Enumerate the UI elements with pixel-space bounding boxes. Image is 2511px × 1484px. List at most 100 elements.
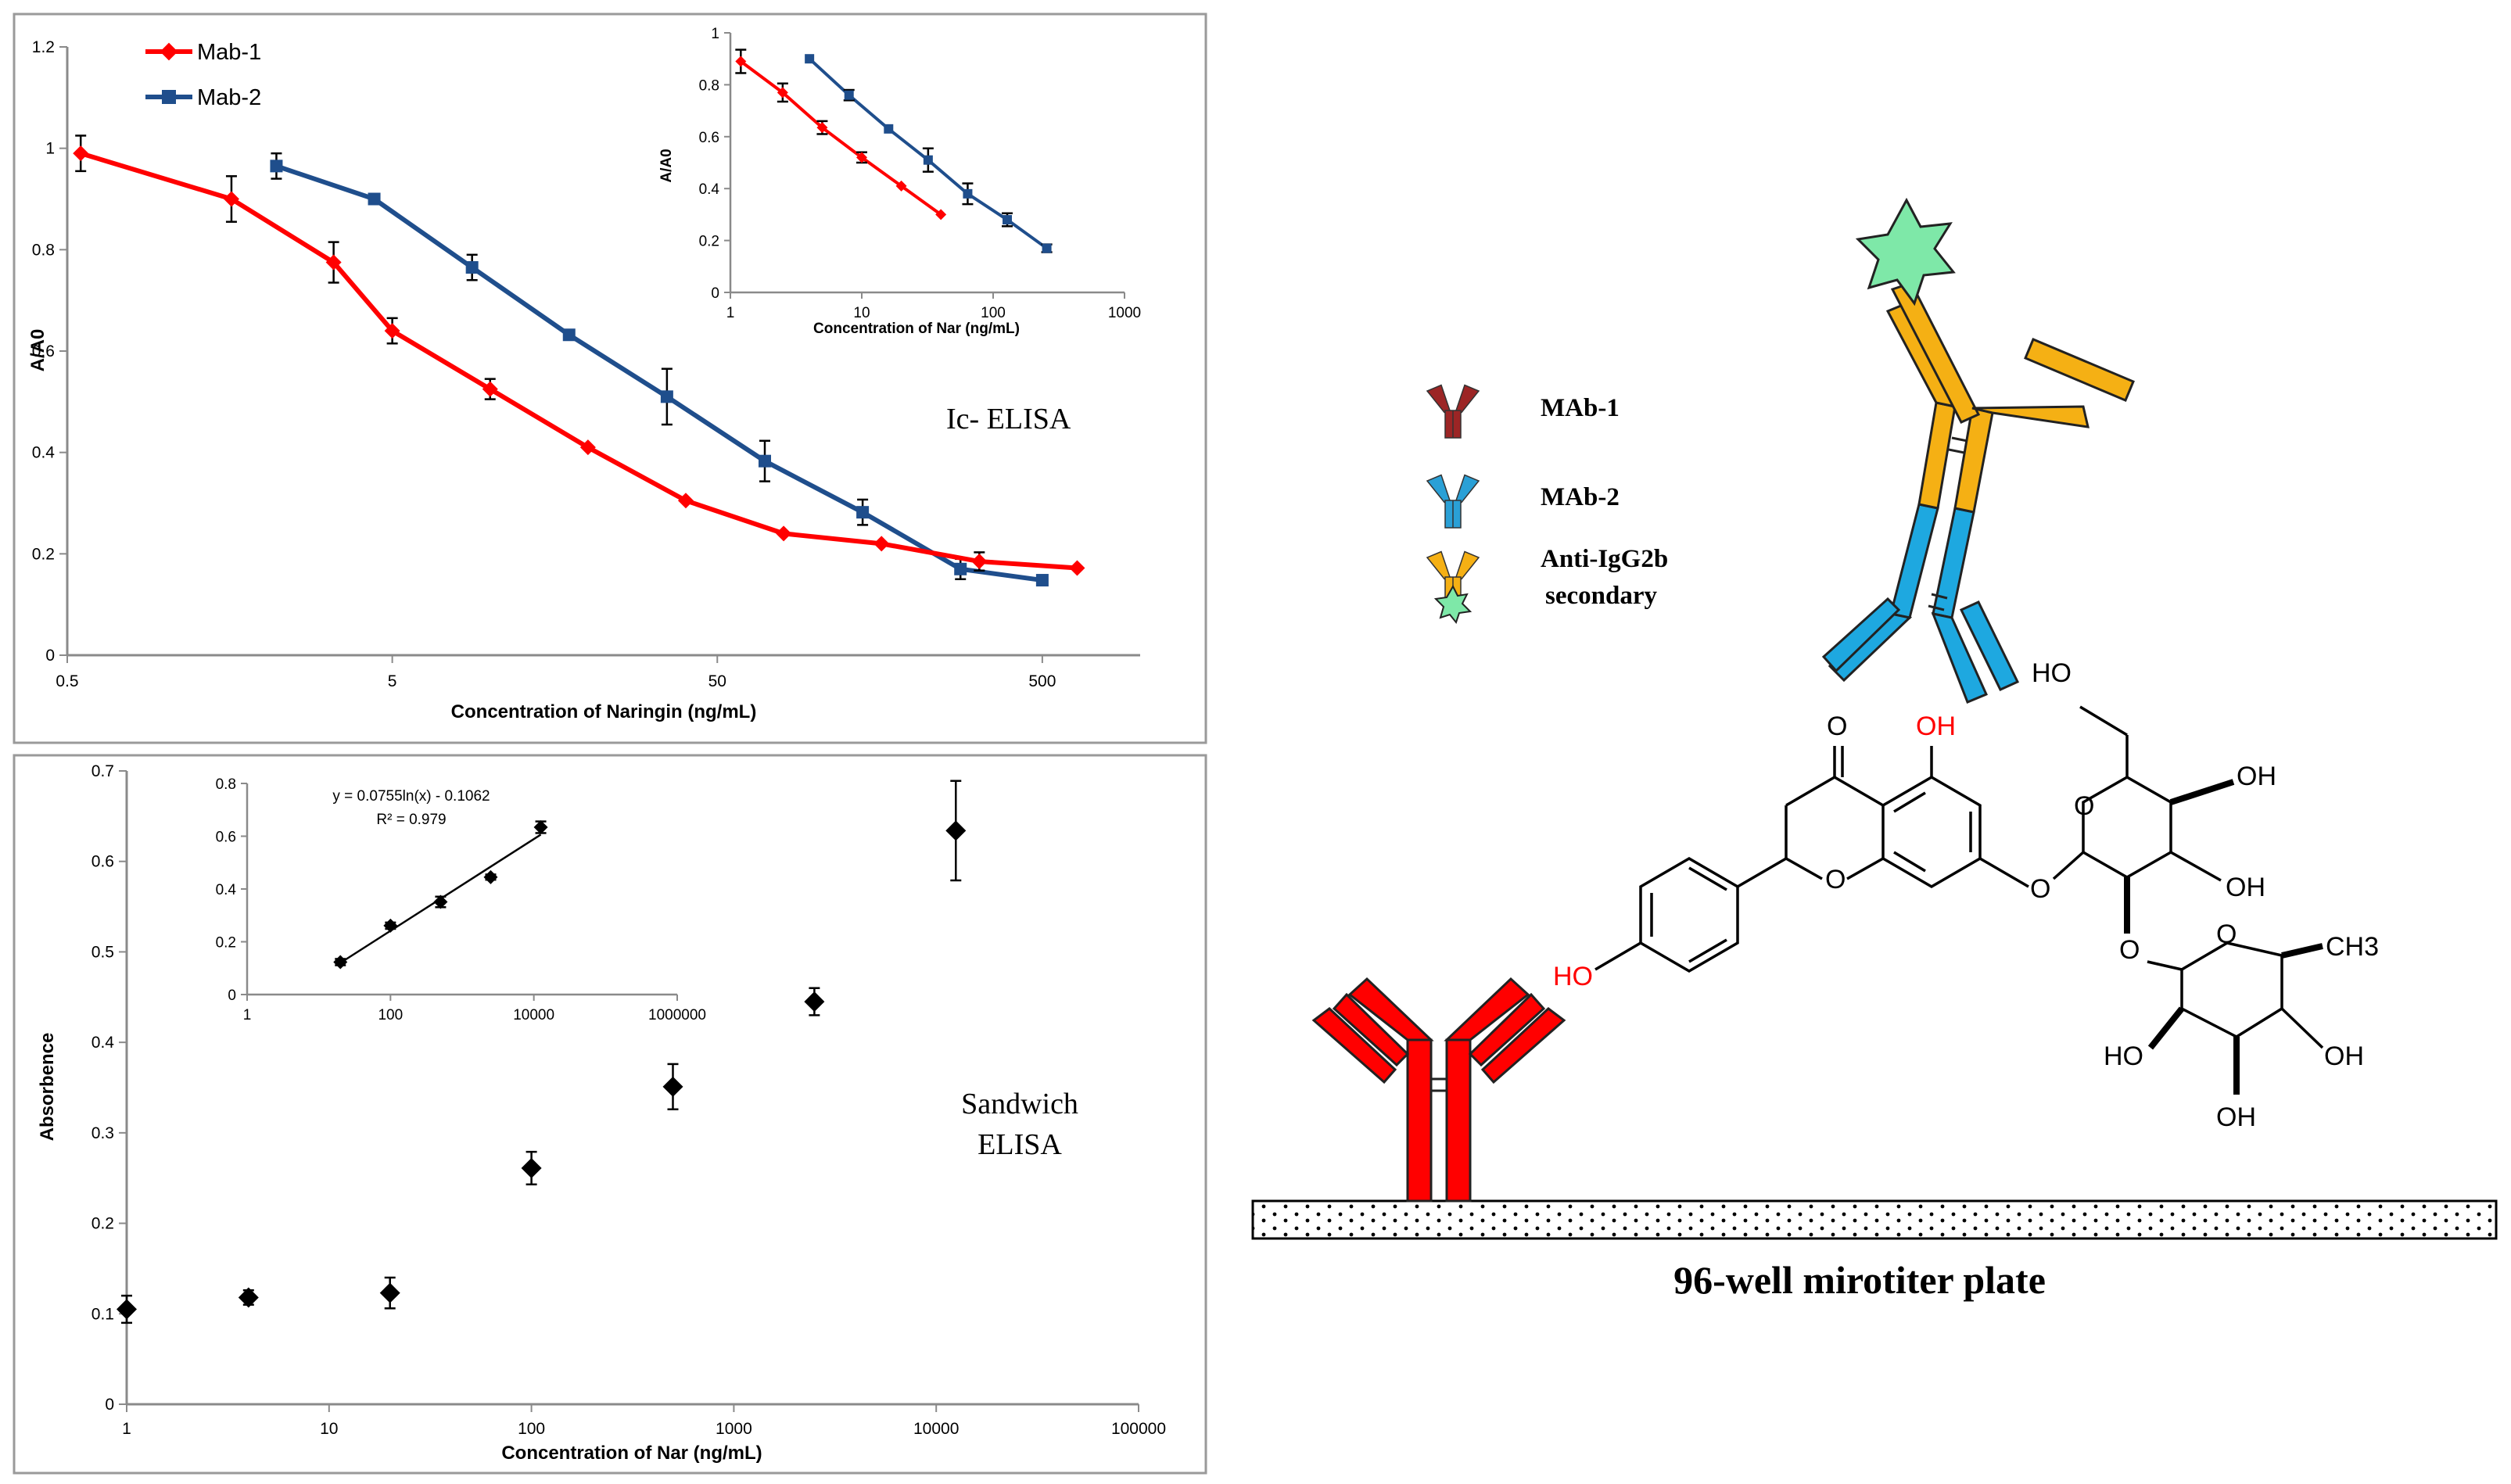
y-tick-label: 0.8 xyxy=(216,776,236,793)
series-line-mab-1 xyxy=(740,59,942,217)
chem-oh-3: OH xyxy=(2324,1041,2364,1071)
data-point xyxy=(777,87,788,99)
panel-b-y-axis-title: Absorbence xyxy=(37,1033,58,1142)
plate-title: 96-well mirotiter plate xyxy=(1673,1258,2046,1302)
detection-star-icon xyxy=(1855,197,1956,306)
y-tick-label: 0 xyxy=(711,285,719,302)
data-point xyxy=(368,192,381,206)
y-tick-label: 0.8 xyxy=(699,77,719,94)
panel-b: 00.10.20.30.40.50.60.7 1 10 100 1000 10000 10… xyxy=(13,754,1207,1475)
chem-ho-top: HO xyxy=(2032,658,2072,688)
legend-mab2-marker xyxy=(162,90,176,104)
inset-b-plot-area xyxy=(333,820,548,970)
data-point xyxy=(677,493,694,509)
panel-a-plot-area xyxy=(73,134,1085,587)
y-tick-label: 0.6 xyxy=(216,830,236,846)
chem-oh-2: OH xyxy=(2226,873,2265,902)
naringin-structure xyxy=(1594,705,2324,1095)
chem-ho-red: HO xyxy=(1553,962,1593,991)
legend-mab1-text: MAb-1 xyxy=(1541,394,1620,422)
chem-oh-4: OH xyxy=(2216,1102,2256,1132)
chem-o-link2: O xyxy=(2119,935,2140,965)
y-tick-label: 1.2 xyxy=(32,38,55,56)
data-point xyxy=(379,1282,400,1303)
data-point xyxy=(562,328,576,342)
panel-b-y-ticks: 0 0.1 0.2 0.3 0.4 0.5 0.6 0.7 xyxy=(91,762,127,1414)
panel-a: 0 0.2 0.4 0.6 0.8 1 1.2 0.5 5 50 500 Concentratio… xyxy=(13,13,1207,744)
chem-ch3: CH3 xyxy=(2326,932,2379,962)
y-tick-label: 0.4 xyxy=(699,181,720,198)
data-point xyxy=(884,124,894,134)
x-tick-label: 100 xyxy=(981,305,1006,321)
data-point xyxy=(482,381,498,397)
schematic: MAb-1 MAb-2 Anti-IgG2b secondary 96-well… xyxy=(1251,197,2498,1302)
y-tick-label: 0.6 xyxy=(699,130,719,146)
detection-antibody-mab2 xyxy=(1821,503,2020,704)
y-tick-label: 0 xyxy=(105,1396,114,1414)
x-tick-label: 10 xyxy=(320,1420,338,1438)
chem-oh-1: OH xyxy=(2237,762,2276,791)
panel-b-frame xyxy=(13,754,1207,1475)
panel-a-y-ticks: 0 0.2 0.4 0.6 0.8 1 1.2 xyxy=(32,38,67,665)
data-point xyxy=(238,1287,259,1308)
secondary-antibody-anti-igg2b xyxy=(1885,281,2135,514)
y-tick-label: 0.1 xyxy=(91,1305,114,1323)
data-point xyxy=(1003,215,1013,225)
y-tick-label: 0.2 xyxy=(32,545,55,563)
x-tick-label: 500 xyxy=(1028,672,1056,690)
panel-a-legend: Mab-1 Mab-2 xyxy=(145,40,261,110)
x-tick-label: 1000000 xyxy=(648,1007,706,1023)
inset-a-plot-area xyxy=(735,48,1053,253)
x-tick-label: 1000 xyxy=(1108,305,1141,321)
panel-a-x-axis-title: Concentration of Naringin (ng/mL) xyxy=(451,701,757,722)
panel-a-x-ticks: 0.5 5 50 500 xyxy=(56,655,1056,690)
y-tick-label: 0.2 xyxy=(216,935,236,952)
x-tick-label: 50 xyxy=(708,672,726,690)
y-tick-label: 0.2 xyxy=(699,234,719,250)
data-point xyxy=(433,894,448,909)
x-tick-label: 100000 xyxy=(1111,1420,1166,1438)
y-tick-label: 0.5 xyxy=(91,943,114,961)
data-point xyxy=(660,390,673,403)
data-point xyxy=(954,562,967,575)
legend-mab1-icon xyxy=(1426,384,1480,439)
y-tick-label: 0.6 xyxy=(32,342,55,360)
data-point xyxy=(383,918,398,933)
data-point xyxy=(384,323,400,339)
data-point xyxy=(579,439,596,456)
data-point xyxy=(533,820,548,835)
panel-a-inset: 0 0.2 0.4 0.6 0.8 1 1 10 100 1000 Concentration … xyxy=(655,17,1141,353)
chem-ketone-o: O xyxy=(1827,712,1847,741)
data-point xyxy=(73,145,89,162)
y-tick-label: 0.8 xyxy=(32,241,55,259)
x-tick-label: 1 xyxy=(122,1420,131,1438)
data-point xyxy=(873,536,890,552)
inset-a-y-ticks: 0 0.2 0.4 0.6 0.8 1 xyxy=(699,26,730,302)
data-point xyxy=(945,820,967,841)
inset-a-x-axis-title: Concentration of Nar (ng/mL) xyxy=(813,321,1020,337)
data-point xyxy=(971,554,988,570)
inset-b-y-ticks: 0 0.2 0.4 0.6 0.8 xyxy=(216,776,247,1004)
y-tick-label: 0.3 xyxy=(91,1124,114,1142)
panel-b-plot-area xyxy=(117,780,967,1324)
data-point xyxy=(735,56,747,67)
y-tick-label: 1 xyxy=(45,140,55,158)
data-point xyxy=(1035,574,1049,587)
data-point xyxy=(662,1076,683,1097)
chem-o-pyran: O xyxy=(2074,791,2094,821)
legend-mab2-label: Mab-2 xyxy=(197,85,261,110)
data-point xyxy=(758,454,771,468)
x-tick-label: 100 xyxy=(378,1007,403,1023)
legend-mab1-label: Mab-1 xyxy=(197,40,261,65)
data-point xyxy=(935,209,947,220)
data-point xyxy=(804,991,825,1013)
data-point xyxy=(856,152,867,163)
microtiter-plate xyxy=(1251,1199,2498,1240)
y-tick-label: 1 xyxy=(711,26,719,42)
inset-a-y-axis-title: A/A0 xyxy=(658,149,675,182)
panel-b-label-line1: Sandwich xyxy=(961,1088,1078,1120)
chem-ring-o: O xyxy=(1825,865,1846,894)
data-point xyxy=(923,155,933,165)
data-point xyxy=(270,160,283,173)
y-tick-label: 0.2 xyxy=(91,1215,114,1233)
